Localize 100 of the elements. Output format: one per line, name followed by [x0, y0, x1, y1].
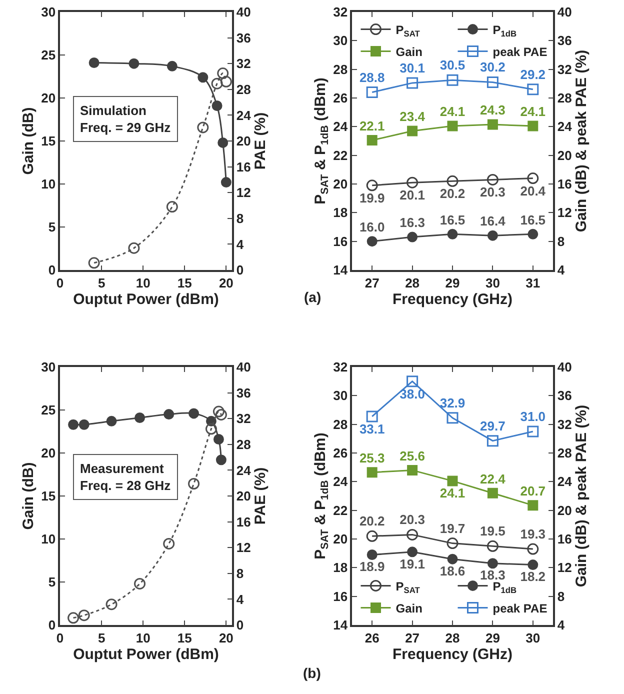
x-axis-title: Ouptut Power (dBm) — [73, 290, 219, 308]
point — [211, 78, 223, 90]
y-tick-label: 5 — [48, 574, 56, 590]
y2-tick-label: 8 — [557, 234, 565, 249]
y2-tick-label: 36 — [236, 385, 251, 400]
x-tick-label: 27 — [405, 630, 420, 646]
y-tick-label: 28 — [333, 416, 348, 432]
y-tick-label: 28 — [333, 62, 348, 77]
point — [406, 77, 418, 89]
point — [220, 177, 232, 188]
x-tick-label: 30 — [485, 275, 500, 290]
point — [407, 126, 418, 136]
annotation: Simulation Freq. = 29 GHz — [80, 103, 172, 135]
y-tick-label: 0 — [48, 262, 56, 278]
y2-tick-label: 12 — [557, 560, 572, 576]
y2-tick-label: 36 — [236, 30, 251, 46]
point — [528, 120, 538, 132]
y2-tick-label: 12 — [236, 540, 251, 556]
point — [78, 419, 90, 430]
point — [446, 412, 458, 424]
point — [188, 408, 200, 419]
data-label: 16.0 — [359, 219, 385, 234]
data-label: 18.2 — [520, 569, 546, 584]
annotation: Measurement Freq. = 28 GHz — [80, 461, 172, 493]
y2-tick-label: 28 — [236, 82, 251, 97]
data-label: 32.9 — [440, 395, 466, 410]
legend-label: peak PAE — [492, 44, 548, 59]
y-axis-title: Gain (dB) — [20, 462, 37, 530]
data-label: 19.5 — [480, 524, 506, 539]
x-tick-label: 20 — [218, 630, 234, 646]
x-axis-title: Frequency (GHz) — [392, 646, 513, 663]
y2-axis-title: PAE (%) — [252, 467, 270, 525]
y2-tick-label: 32 — [557, 62, 572, 77]
point — [487, 230, 498, 241]
data-label: 22.4 — [480, 471, 506, 486]
data-label: 24.3 — [480, 102, 506, 118]
y2-tick-label: 16 — [236, 159, 251, 174]
y2-tick-label: 24 — [557, 474, 573, 490]
y2-tick-label: 28 — [236, 436, 251, 452]
point — [78, 610, 90, 622]
y2-axis-title: Gain (dB) & peak PAE (%) — [573, 50, 590, 232]
point — [406, 176, 418, 188]
y-tick-label: 0 — [48, 618, 56, 633]
y2-tick-label: 32 — [236, 56, 251, 72]
point — [197, 122, 209, 134]
y-tick-label: 24 — [333, 474, 348, 490]
point — [166, 201, 178, 213]
data-label: 19.7 — [440, 520, 466, 536]
data-label: 29.7 — [480, 418, 506, 434]
point — [106, 416, 117, 426]
y2-tick-label: 4 — [557, 618, 566, 633]
y-tick-label: 30 — [333, 388, 348, 404]
point — [366, 550, 378, 560]
point — [406, 528, 418, 540]
point — [446, 538, 458, 550]
data-label: 20.7 — [520, 483, 546, 498]
y-tick-label: 20 — [41, 446, 56, 461]
data-label: 24.1 — [440, 104, 466, 120]
x-tick-label: 29 — [445, 275, 460, 290]
data-label: 20.3 — [480, 184, 506, 200]
y2-tick-label: 8 — [236, 566, 244, 581]
point — [527, 543, 539, 555]
point — [366, 86, 378, 98]
data-label: 33.1 — [359, 421, 385, 436]
point — [88, 57, 100, 68]
y2-tick-label: 16 — [236, 514, 251, 530]
data-label: 25.6 — [400, 448, 425, 464]
x-tick-label: 28 — [405, 275, 420, 290]
y2-tick-label: 24 — [557, 119, 573, 134]
point — [486, 540, 498, 552]
x-tick-label: 10 — [136, 275, 150, 290]
point — [487, 119, 498, 130]
x-tick-label: 20 — [218, 275, 234, 290]
y-tick-label: 30 — [41, 360, 56, 375]
x-tick-label: 29 — [485, 630, 500, 646]
y-tick-label: 16 — [333, 234, 348, 249]
legend-label: Gain — [396, 44, 422, 59]
x-tick-label: 31 — [526, 275, 540, 290]
y2-tick-label: 36 — [557, 33, 572, 48]
y2-tick-label: 0 — [236, 262, 244, 278]
legend-label: peak PAE — [492, 601, 548, 616]
y-tick-label: 22 — [333, 148, 348, 163]
point — [486, 174, 498, 186]
point — [487, 558, 498, 569]
point — [447, 120, 458, 132]
data-label: 16.5 — [440, 212, 466, 228]
x-tick-label: 30 — [526, 630, 540, 646]
y-tick-label: 26 — [333, 90, 348, 106]
point — [446, 74, 458, 86]
data-label: 30.2 — [480, 60, 506, 75]
x-tick-label: 28 — [445, 630, 460, 646]
y2-tick-label: 32 — [236, 411, 251, 426]
y2-tick-label: 8 — [557, 588, 565, 604]
point — [198, 72, 208, 83]
point — [447, 554, 458, 564]
y2-tick-label: 40 — [236, 4, 251, 20]
point — [446, 175, 458, 187]
y-tick-label: 25 — [41, 48, 56, 63]
y2-tick-label: 4 — [557, 262, 566, 278]
point — [528, 560, 538, 570]
